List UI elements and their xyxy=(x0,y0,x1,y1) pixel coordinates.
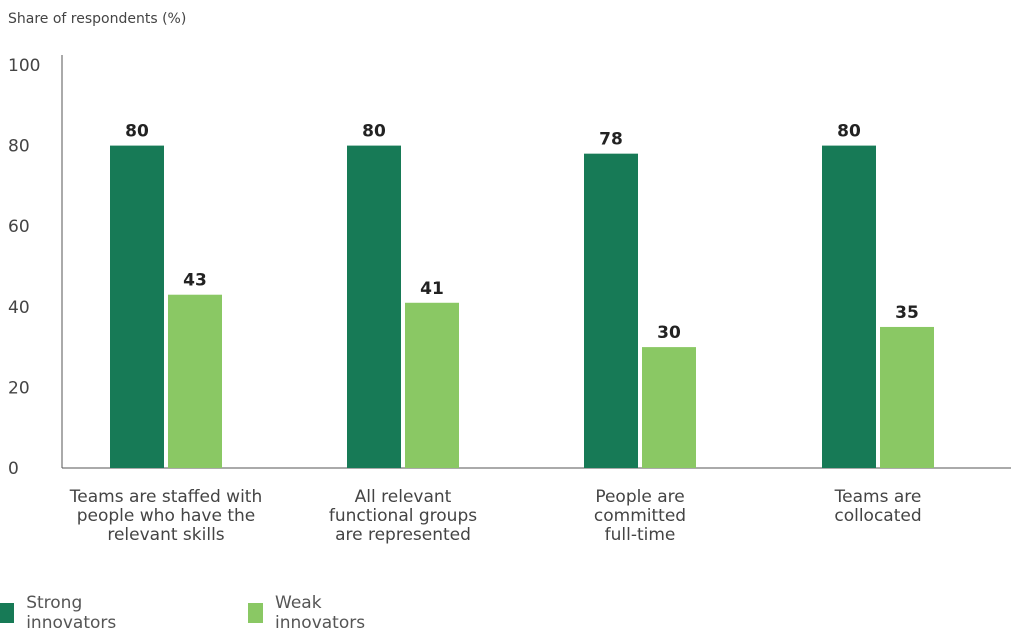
data-label: 43 xyxy=(183,271,207,291)
bar xyxy=(880,326,934,468)
data-label: 80 xyxy=(362,122,386,142)
x-tick-label: Teams are collocated xyxy=(834,487,922,526)
y-tick-label: 100 xyxy=(8,56,40,76)
legend-swatch-weak xyxy=(248,603,264,623)
data-label: 30 xyxy=(657,323,681,343)
data-label: 80 xyxy=(125,122,149,142)
bar xyxy=(168,294,222,468)
y-tick-label: 0 xyxy=(8,459,19,479)
data-label: 80 xyxy=(837,122,861,142)
legend-label-weak: Weak innovators xyxy=(275,593,366,633)
bar xyxy=(347,145,401,468)
y-tick-label: 40 xyxy=(8,298,30,318)
legend-swatch-strong xyxy=(0,603,15,623)
data-label: 41 xyxy=(420,279,444,299)
bar xyxy=(642,347,696,468)
y-tick-label: 80 xyxy=(8,137,30,157)
bar xyxy=(405,302,459,468)
bar xyxy=(822,145,876,468)
data-label: 35 xyxy=(895,303,919,323)
bar xyxy=(584,153,638,468)
legend-item-weak: Weak innovators xyxy=(248,593,372,633)
legend-label-strong: Strong innovators xyxy=(26,593,117,633)
x-tick-label: All relevant functional groups are represe… xyxy=(329,487,477,545)
x-tick-label: People are committed full-time xyxy=(594,487,686,545)
legend-item-strong: Strong innovators xyxy=(0,593,124,633)
data-label: 78 xyxy=(599,130,623,150)
bar-chart: 0 20 40 60 80 100 80 43 Teams are staffed with pe… xyxy=(8,55,1011,545)
y-axis-title: Share of respondents (%) xyxy=(8,11,187,27)
y-tick-label: 20 xyxy=(8,378,30,398)
y-tick-label: 60 xyxy=(8,217,30,237)
x-tick-label: Teams are staffed with people who have th… xyxy=(69,487,262,545)
bar xyxy=(110,145,164,468)
